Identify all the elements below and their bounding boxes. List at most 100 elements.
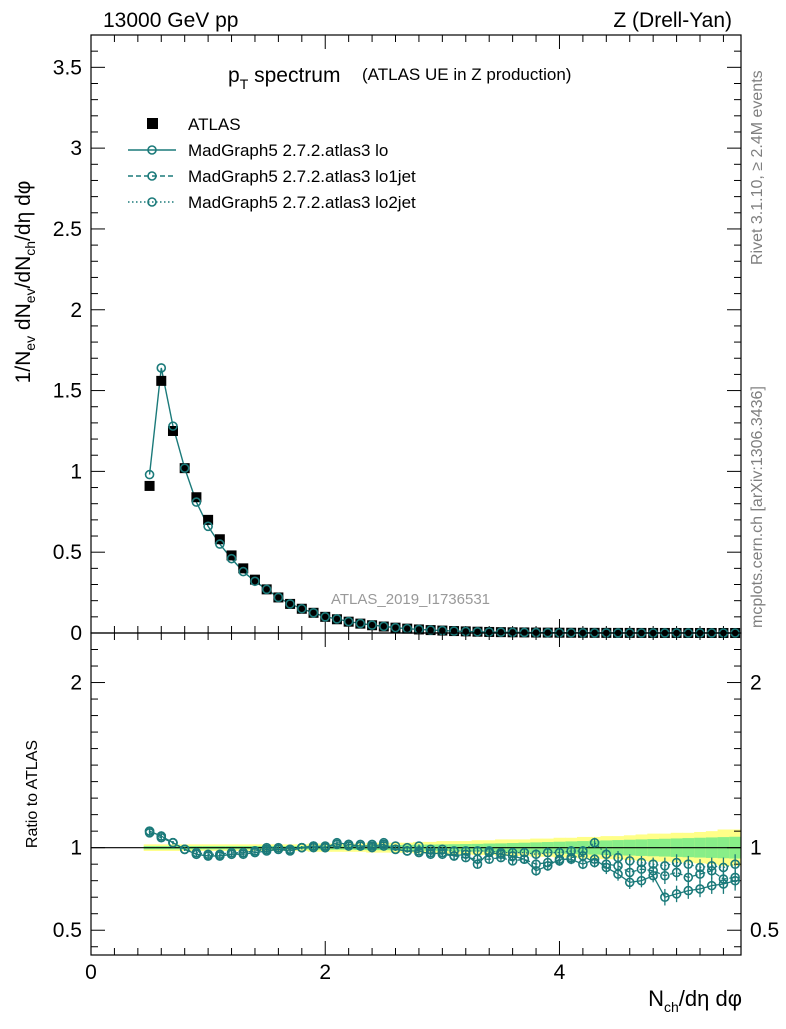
ratio-point — [343, 839, 354, 850]
ratio-point — [648, 859, 658, 869]
ratio-point — [496, 847, 506, 858]
ratio-point — [706, 861, 717, 871]
ratio-point — [156, 831, 167, 841]
ratio-point — [297, 842, 307, 853]
ratio-point — [706, 880, 717, 891]
ratio-point — [624, 867, 635, 878]
ratio-point — [519, 847, 530, 858]
mc-point-lo — [156, 363, 167, 373]
ratio-point — [507, 847, 518, 858]
mc-point-lo — [144, 469, 155, 480]
ratio-point — [425, 844, 436, 855]
x-tick-label: 0 — [85, 961, 97, 984]
plot-title-paren: (ATLAS UE in Z production) — [362, 65, 571, 84]
ratio-point — [414, 841, 424, 851]
mc-point-lo — [390, 622, 401, 633]
ratio-point — [355, 839, 366, 850]
ratio-point — [660, 892, 670, 903]
legend-item-lo1jet: MadGraph5 2.7.2.atlas3 lo1jet — [128, 167, 416, 186]
data-point-atlas — [249, 574, 260, 585]
ratio-plot-series — [144, 826, 740, 906]
ratio-ylabel: Ratio to ATLAS — [24, 740, 41, 848]
mc-point-lo — [472, 626, 483, 637]
legend-marker-lo1jet — [147, 171, 157, 181]
ratio-y-tick-label: 2 — [70, 672, 82, 695]
ratio-point — [683, 872, 694, 883]
ratio-point — [589, 857, 600, 868]
ratio-point — [238, 847, 249, 858]
data-point-atlas — [437, 625, 448, 636]
ratio-y-tick-label: 0.5 — [53, 919, 82, 942]
data-point-atlas — [320, 611, 331, 622]
mc-point-lo — [179, 463, 190, 473]
legend-item-lo: MadGraph5 2.7.2.atlas3 lo — [128, 141, 388, 160]
ratio-point — [636, 875, 647, 886]
legend-marker-lo — [147, 145, 157, 155]
ratio-point — [695, 884, 705, 894]
ratio-point — [554, 847, 565, 858]
ratio-point — [531, 849, 541, 860]
legend-label-atlas: ATLAS — [188, 115, 241, 134]
ratio-point — [449, 846, 459, 856]
mc-point-lo — [425, 625, 436, 635]
legend-marker-atlas — [147, 118, 158, 129]
ratio-point — [671, 857, 682, 868]
mc-point-lo — [273, 592, 284, 603]
legend-label-lo1jet: MadGraph5 2.7.2.atlas3 lo1jet — [188, 167, 416, 186]
y-tick-label: 3 — [70, 137, 82, 160]
data-point-atlas — [507, 627, 518, 638]
ratio-point — [144, 826, 155, 836]
mc-point-lo — [285, 599, 295, 609]
ratio-point — [566, 846, 576, 856]
ratio-point — [695, 862, 705, 873]
x-tick-label: 4 — [554, 961, 566, 984]
ratio-y-tick-label: 1 — [70, 837, 82, 860]
analysis-watermark: ATLAS_2019_I1736531 — [331, 591, 490, 608]
main-axis-ticks: 0 0.5 1 1.5 2 2.5 3 3.5 — [53, 35, 741, 645]
ratio-point — [660, 861, 670, 871]
mc-point-lo — [191, 497, 202, 507]
mc-point-lo — [308, 607, 319, 618]
ratio-point — [285, 844, 295, 855]
mc-point-lo — [378, 621, 389, 632]
ratio-point — [332, 839, 342, 850]
data-point-atlas — [179, 463, 190, 474]
ratio-point — [636, 857, 647, 868]
data-point-atlas — [191, 492, 202, 503]
ratio-point — [683, 885, 694, 896]
data-point-atlas — [296, 603, 307, 614]
plot-title-rest: spectrum — [248, 64, 340, 87]
data-point-atlas — [331, 614, 342, 625]
ratio-point — [414, 847, 424, 858]
ratio-y-tick-label-right: 1 — [750, 837, 762, 860]
data-point-atlas — [308, 607, 319, 618]
data-point-atlas — [144, 480, 155, 491]
ratio-point — [718, 862, 729, 873]
ratio-point — [273, 842, 284, 853]
mc-point-lo — [367, 620, 377, 630]
ratio-axis-ticks: 0.5 0.5 1 1 2 2 0 2 4 — [53, 633, 779, 984]
legend-marker-lo2jet — [147, 197, 157, 207]
legend-item-atlas: ATLAS — [147, 115, 241, 134]
ratio-point — [179, 844, 190, 855]
ratio-point — [578, 846, 588, 856]
data-point-atlas — [484, 626, 495, 637]
ratio-point — [531, 859, 541, 869]
header-right: Z (Drell-Yan) — [613, 9, 732, 32]
ratio-point — [624, 856, 635, 866]
data-point-atlas — [273, 592, 284, 603]
mc-point-lo — [203, 521, 213, 532]
ratio-point — [367, 839, 377, 850]
data-point-atlas — [343, 616, 354, 627]
ratio-point — [226, 847, 237, 858]
ratio-point — [168, 837, 178, 848]
main-plot-panel: 0 0.5 1 1.5 2 2.5 3 3.5 pT spectrum (ATLAS UE i… — [12, 34, 742, 645]
ratio-point — [378, 837, 389, 848]
y-tick-label: 3.5 — [53, 56, 82, 79]
ratio-point — [250, 846, 260, 856]
data-point-atlas — [214, 534, 225, 545]
ratio-point — [320, 841, 331, 851]
data-point-atlas — [495, 627, 506, 638]
mc-point-lo — [449, 626, 459, 636]
